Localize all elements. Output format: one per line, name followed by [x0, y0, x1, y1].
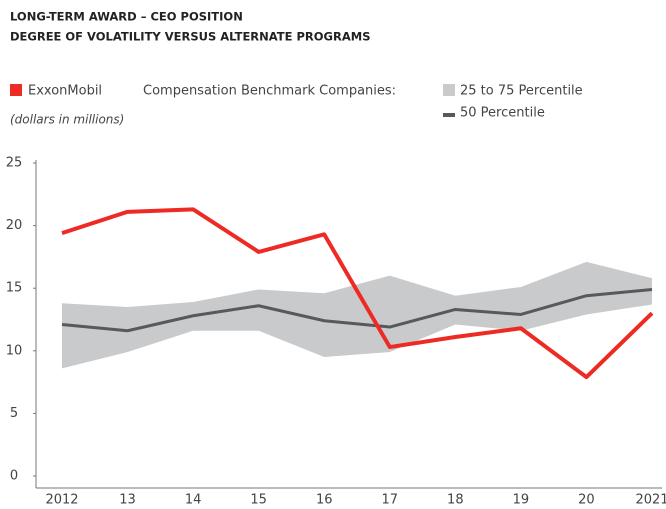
x-tick-label: 18 [447, 493, 464, 508]
legend-label: 50 Percentile [460, 106, 545, 121]
y-label: (dollars in millions) [10, 113, 124, 127]
y-tick-label: 15 [6, 281, 23, 296]
legend-swatch [443, 84, 455, 96]
y-tick-label: 25 [6, 156, 23, 171]
x-tick-label: 16 [316, 493, 333, 508]
chart-subtitle: DEGREE OF VOLATILITY VERSUS ALTERNATE PR… [10, 30, 370, 44]
legend-label: ExxonMobil [28, 84, 102, 99]
x-tick-label: 14 [185, 493, 202, 508]
y-tick-label: 10 [6, 343, 23, 358]
x-tick-label: 13 [119, 493, 136, 508]
series-line [61, 207, 654, 380]
x-tick-label: 19 [513, 493, 530, 508]
legend-swatch [10, 84, 22, 96]
series-line [61, 287, 653, 333]
x-tick-label: 15 [250, 493, 267, 508]
legend-swatch [443, 113, 455, 117]
percentile-band [62, 261, 652, 369]
x-tick-label: 2021 [635, 493, 666, 508]
x-tick-label: 2012 [45, 493, 78, 508]
y-tick-label: 5 [10, 406, 18, 421]
chart-title: LONG-TERM AWARD – CEO POSITION [10, 10, 243, 24]
x-tick-label: 17 [382, 493, 399, 508]
y-tick-label: 0 [10, 469, 18, 484]
legend-label: Compensation Benchmark Companies: [143, 84, 396, 99]
legend-label: 25 to 75 Percentile [460, 84, 583, 99]
x-tick-label: 20 [578, 493, 595, 508]
y-tick-label: 20 [6, 218, 23, 233]
